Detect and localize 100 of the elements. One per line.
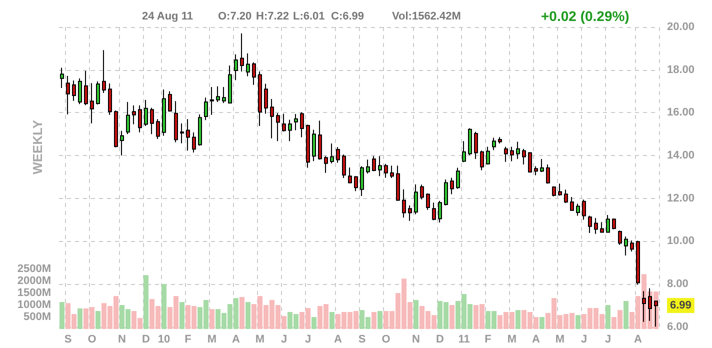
- y-tick-label: 20.00: [667, 21, 695, 33]
- candlestick: [276, 112, 280, 142]
- bar: [311, 317, 317, 329]
- candlestick: [564, 189, 568, 204]
- candlestick: [438, 200, 442, 224]
- candlestick: [540, 158, 544, 173]
- candlestick: [102, 50, 106, 94]
- candlestick: [510, 146, 514, 162]
- candlestick: [174, 100, 178, 143]
- text: H:7.22: [256, 10, 290, 22]
- candlestick: [216, 86, 220, 102]
- y-tick-label: 8.00: [667, 278, 688, 290]
- candlestick: [444, 179, 448, 206]
- text: 24 Aug 11: [142, 10, 193, 22]
- candlestick: [318, 120, 322, 160]
- candlestick: [324, 156, 328, 174]
- x-tick-label: M: [507, 334, 517, 346]
- candlestick: [138, 104, 142, 133]
- candlestick: [414, 184, 418, 215]
- candlestick: [474, 131, 478, 160]
- y2-tick-label: 1000M: [17, 299, 51, 312]
- candlestick: [90, 82, 94, 124]
- candlestick: [486, 146, 490, 166]
- bar: [77, 308, 83, 329]
- candlestick: [546, 164, 550, 184]
- candlestick: [78, 78, 82, 105]
- candlestick: [198, 114, 202, 146]
- x-tick-label: D: [142, 334, 150, 346]
- candlestick: [258, 71, 262, 126]
- bar: [245, 302, 251, 329]
- x-tick-label: F: [184, 334, 192, 346]
- candlestick: [456, 167, 460, 190]
- candlestick: [126, 101, 130, 135]
- candlestick: [600, 222, 604, 233]
- bar: [449, 305, 455, 329]
- y-tick-label: 14.00: [667, 150, 695, 162]
- candlestick: [408, 204, 412, 222]
- candlestick: [330, 143, 334, 164]
- candlestick: [360, 166, 364, 196]
- candlestick: [522, 148, 526, 166]
- candlestick: [492, 137, 496, 151]
- candlestick: [420, 184, 424, 200]
- candlestick: [504, 146, 508, 162]
- candlestick: [426, 192, 430, 210]
- text: O:7.20: [218, 10, 252, 22]
- candlestick: [228, 65, 232, 104]
- candlestick: [270, 98, 274, 139]
- bar: [605, 305, 611, 329]
- candlestick: [162, 89, 166, 136]
- candlestick: [432, 202, 436, 221]
- y2-tick-label: 500M: [23, 311, 51, 324]
- candlestick: [252, 62, 256, 86]
- bar: [623, 300, 629, 329]
- candlestick: [264, 83, 268, 114]
- candlestick: [462, 140, 466, 163]
- x-tick-label: F: [484, 334, 492, 346]
- candlestick: [588, 215, 592, 234]
- candlestick: [192, 132, 196, 154]
- candlestick: [582, 199, 586, 220]
- candlestick: [384, 163, 388, 178]
- candlestick: [84, 70, 88, 106]
- candlestick: [144, 99, 148, 126]
- candlestick: [300, 112, 304, 138]
- x-tick-label: A: [232, 334, 240, 346]
- bar: [179, 302, 185, 329]
- candlestick: [348, 167, 352, 184]
- candlestick: [120, 130, 124, 156]
- candlestick: [570, 196, 574, 212]
- candlestick: [576, 203, 580, 216]
- text: +0.02 (0.29%): [541, 8, 630, 24]
- x-tick-label: N: [412, 334, 420, 346]
- candlestick: [516, 141, 520, 160]
- candlestick: [480, 150, 484, 171]
- y-tick-label: 18.00: [667, 64, 695, 76]
- bar: [59, 302, 65, 329]
- text: 6.99: [670, 300, 692, 312]
- bar: [329, 312, 335, 329]
- bar: [377, 311, 383, 329]
- candlestick: [372, 156, 376, 172]
- x-tick-label: J: [580, 334, 588, 346]
- x-tick-label: A: [334, 334, 342, 346]
- bar: [515, 310, 521, 329]
- bar: [209, 309, 215, 329]
- candlestick: [72, 80, 76, 102]
- candlestick: [378, 156, 382, 177]
- candlestick: [66, 75, 70, 115]
- candlestick: [342, 154, 346, 178]
- x-tick-label: A: [532, 334, 540, 346]
- candlestick: [234, 54, 238, 81]
- x-tick-label: 10: [158, 334, 170, 346]
- candlestick: [180, 122, 184, 144]
- candlestick: [222, 86, 226, 104]
- candlestick: [132, 104, 136, 125]
- candlestick: [282, 113, 286, 132]
- x-tick-label: S: [358, 334, 366, 346]
- x-tick-label: O: [382, 334, 391, 346]
- y-tick-label: 16.00: [667, 106, 695, 119]
- candlestick: [594, 218, 598, 234]
- candlestick: [618, 230, 622, 246]
- candlestick: [498, 136, 502, 144]
